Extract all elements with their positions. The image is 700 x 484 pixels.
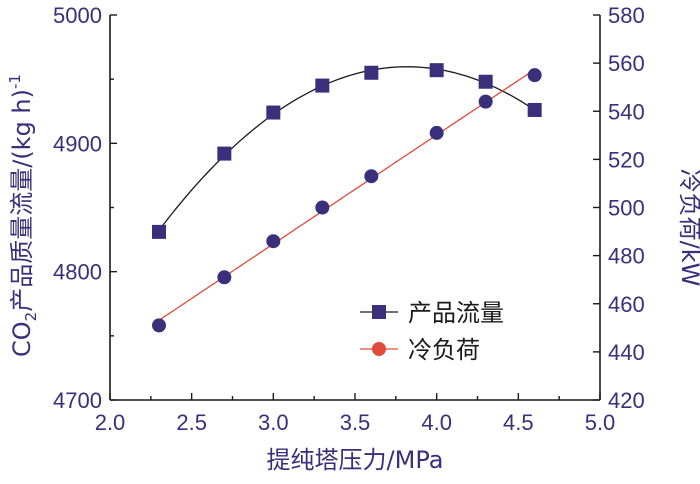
data-point-circle xyxy=(266,234,281,249)
data-point-square xyxy=(315,78,330,93)
data-point-circle xyxy=(478,94,493,109)
data-point-square xyxy=(429,63,444,78)
right-y-tick-label: 540 xyxy=(608,99,645,124)
data-point-square xyxy=(364,65,379,80)
right-y-tick-label: 440 xyxy=(608,340,645,365)
data-point-square xyxy=(527,102,542,117)
data-point-circle xyxy=(217,270,232,285)
series-markers xyxy=(152,63,542,333)
right-y-tick-label: 480 xyxy=(608,244,645,269)
left-y-axis-title-subscript: 2 xyxy=(22,312,40,322)
left-y-axis-title-main: 产品质量流量/(kg h) xyxy=(8,89,36,312)
x-tick-label: 3.0 xyxy=(258,410,289,435)
x-tick-label: 2.0 xyxy=(95,410,126,435)
right-y-tick-label: 420 xyxy=(608,388,645,413)
legend-label-1: 冷负荷 xyxy=(408,336,480,364)
left-y-axis-title: CO2产品质量流量/(kg h)-1 xyxy=(6,74,40,357)
right-y-tick-label: 520 xyxy=(608,147,645,172)
left-y-tick-label: 4800 xyxy=(53,260,102,285)
legend-marker-square xyxy=(372,305,386,319)
data-point-square xyxy=(217,146,232,161)
x-tick-label: 5.0 xyxy=(585,410,616,435)
left-y-axis-title-superscript: -1 xyxy=(6,74,24,89)
left-y-tick-label: 5000 xyxy=(53,3,102,28)
data-point-square xyxy=(152,224,166,239)
data-point-circle xyxy=(364,169,379,184)
legend-marker-circle xyxy=(372,342,386,356)
x-tick-label: 4.0 xyxy=(421,410,452,435)
right-y-tick-label: 580 xyxy=(608,3,645,28)
data-point-circle xyxy=(527,68,542,83)
x-tick-label: 3.5 xyxy=(340,410,371,435)
left-y-axis-title-prefix: CO xyxy=(8,321,36,357)
series-line-0 xyxy=(158,66,536,231)
x-axis-title: 提纯塔压力/MPa xyxy=(267,446,444,474)
series-line-1 xyxy=(158,68,536,321)
data-point-circle xyxy=(429,125,444,140)
data-point-circle xyxy=(152,318,166,333)
data-point-circle xyxy=(315,200,330,215)
legend-label-0: 产品流量 xyxy=(408,299,504,327)
x-tick-label: 2.5 xyxy=(176,410,207,435)
left-y-axis-ticks: 4700 4800 4900 5000 xyxy=(53,3,117,413)
data-point-square xyxy=(266,105,281,120)
axes xyxy=(109,15,601,401)
right-y-axis-ticks: 420 440 460 480 500 520 540 560 580 xyxy=(593,3,645,413)
left-y-tick-label: 4900 xyxy=(53,131,102,156)
right-y-axis-title: 冷负荷/kW xyxy=(676,169,700,287)
data-point-square xyxy=(478,74,493,89)
series-lines xyxy=(158,66,536,321)
right-y-tick-label: 460 xyxy=(608,292,645,317)
x-tick-label: 4.5 xyxy=(503,410,534,435)
left-y-tick-label: 4700 xyxy=(53,388,102,413)
right-y-tick-label: 500 xyxy=(608,196,645,221)
right-y-tick-label: 560 xyxy=(608,51,645,76)
x-axis-ticks: 2.0 2.5 3.0 3.5 4.0 4.5 5.0 xyxy=(95,393,616,435)
